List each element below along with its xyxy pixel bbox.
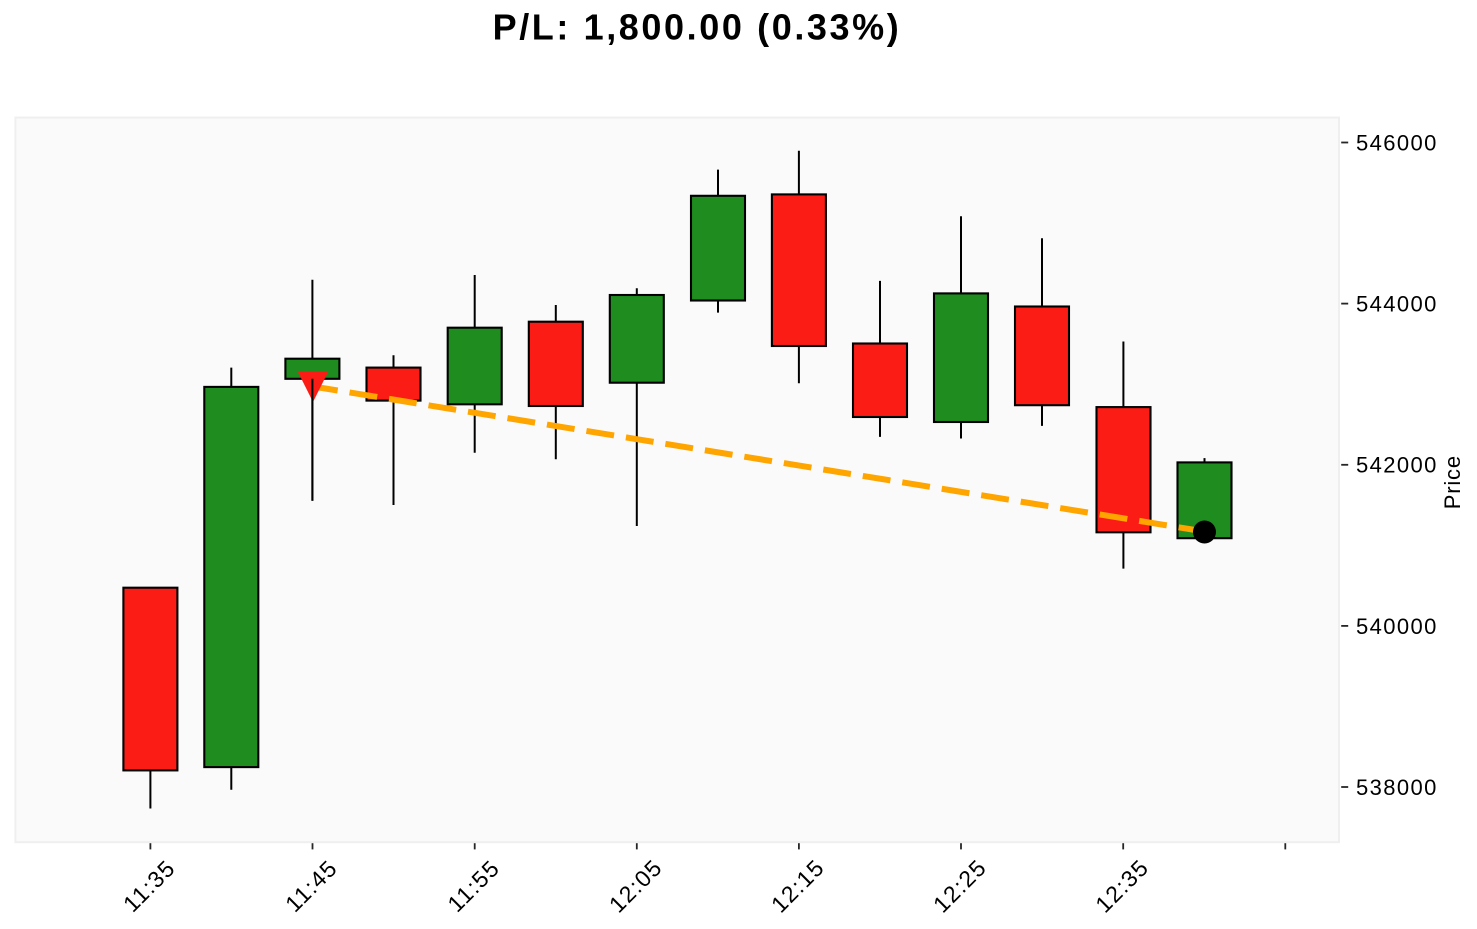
svg-text:538000: 538000 bbox=[1356, 775, 1438, 800]
svg-text:540000: 540000 bbox=[1356, 614, 1438, 639]
svg-text:542000: 542000 bbox=[1356, 453, 1438, 478]
svg-text:Price: Price bbox=[1440, 455, 1465, 509]
svg-text:P/L: 1,800.00 (0.33%): P/L: 1,800.00 (0.33%) bbox=[493, 6, 902, 47]
svg-text:544000: 544000 bbox=[1356, 292, 1438, 317]
svg-text:546000: 546000 bbox=[1356, 130, 1438, 155]
